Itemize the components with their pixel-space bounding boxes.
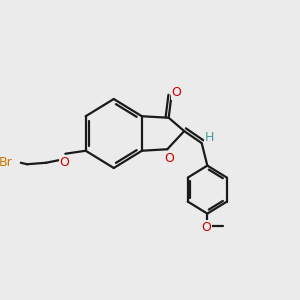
Text: O: O — [59, 156, 69, 169]
Text: O: O — [164, 152, 174, 165]
Text: O: O — [201, 221, 211, 234]
Text: Br: Br — [0, 156, 13, 169]
Text: H: H — [205, 131, 214, 144]
Text: O: O — [172, 86, 182, 99]
